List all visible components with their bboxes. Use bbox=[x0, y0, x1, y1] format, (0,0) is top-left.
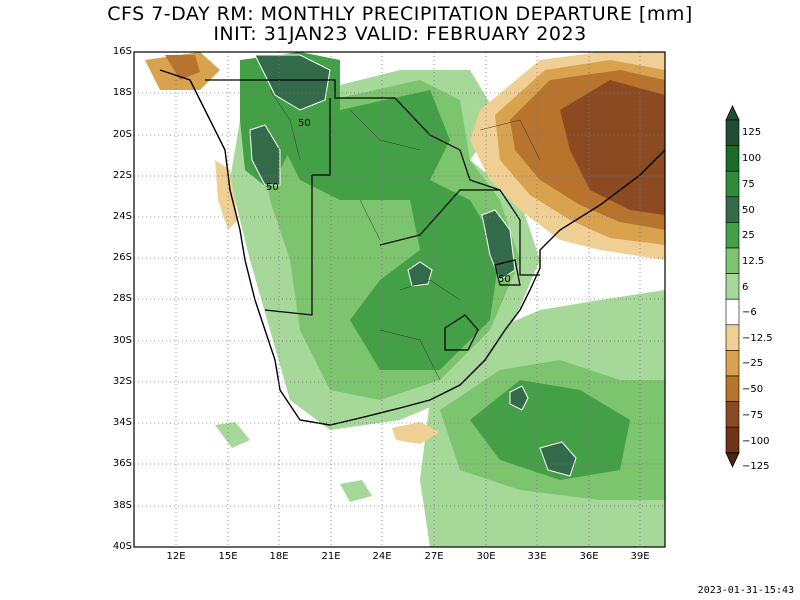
chart-subtitle: INIT: 31JAN23 VALID: FEBRUARY 2023 bbox=[213, 23, 587, 45]
lon-tick-label: 36E bbox=[579, 551, 599, 562]
colorbar-label: −100 bbox=[742, 436, 770, 447]
lat-tick-label: 22S bbox=[112, 170, 132, 181]
dry-region-west-coast bbox=[215, 160, 238, 230]
lon-tick-label: 30E bbox=[476, 551, 496, 562]
contour-label: 50 bbox=[266, 182, 279, 193]
lat-tick-label: 24S bbox=[112, 211, 132, 222]
colorbar-label: 25 bbox=[742, 230, 755, 241]
lon-tick-label: 12E bbox=[166, 551, 186, 562]
dry-region-northeast-core bbox=[560, 80, 665, 215]
colorbar-label: 100 bbox=[742, 153, 762, 164]
colorbar-label: −50 bbox=[742, 384, 764, 395]
colorbar-label: −75 bbox=[742, 410, 764, 421]
lon-tick-label: 24E bbox=[372, 551, 392, 562]
colorbar-label: 6 bbox=[742, 282, 749, 293]
wet-region-interior-core bbox=[280, 90, 500, 370]
colorbar-bottom-arrow bbox=[725, 452, 740, 468]
colorbar-swatch bbox=[725, 247, 740, 274]
timestamp: 2023-01-31-15:43 bbox=[697, 585, 794, 596]
colorbar-swatch bbox=[725, 324, 740, 351]
province-borders bbox=[269, 89, 541, 381]
contour-label: 50 bbox=[498, 274, 511, 285]
lon-tick-label: 15E bbox=[218, 551, 238, 562]
lon-tick-label: 33E bbox=[527, 551, 547, 562]
lat-tick-label: 36S bbox=[112, 458, 132, 469]
coastline bbox=[159, 69, 665, 426]
wet-patch-southwest bbox=[215, 422, 250, 448]
lat-tick-label: 40S bbox=[112, 541, 132, 552]
dry-region-south-coast bbox=[392, 422, 440, 444]
lat-tick-label: 32S bbox=[112, 376, 132, 387]
lat-tick-label: 38S bbox=[112, 500, 132, 511]
lat-tick-label: 28S bbox=[112, 293, 132, 304]
colorbar-swatch bbox=[725, 170, 740, 198]
colorbar-swatch bbox=[725, 426, 740, 454]
colorbar-top-arrow bbox=[725, 105, 740, 121]
lat-tick-label: 34S bbox=[112, 417, 132, 428]
colorbar-label: 12.5 bbox=[742, 256, 765, 267]
colorbar-label: 50 bbox=[742, 205, 755, 216]
colorbar bbox=[725, 105, 740, 468]
colorbar-label: 75 bbox=[742, 179, 755, 190]
heavy-wet-blob-highveld bbox=[407, 261, 433, 287]
lat-tick-label: 16S bbox=[112, 46, 132, 57]
colorbar-swatch bbox=[725, 145, 740, 172]
chart-title: CFS 7-DAY RM: MONTHLY PRECIPITATION DEPA… bbox=[107, 3, 693, 25]
country-borders bbox=[205, 79, 540, 351]
colorbar-label: −12.5 bbox=[742, 333, 773, 344]
colorbar-swatch bbox=[725, 375, 740, 402]
colorbar-swatch bbox=[725, 196, 740, 223]
colorbar-swatch bbox=[725, 119, 740, 146]
colorbar-label: −25 bbox=[742, 358, 764, 369]
colorbar-label: −125 bbox=[742, 461, 770, 472]
colorbar-swatch bbox=[725, 350, 740, 377]
colorbar-swatch bbox=[725, 222, 740, 249]
heavy-wet-blob-namibia-north bbox=[254, 54, 331, 111]
heavy-wet-blob-ocean-south bbox=[539, 441, 577, 477]
gridlines bbox=[134, 52, 665, 547]
colorbar-swatch bbox=[725, 273, 740, 300]
lat-tick-label: 20S bbox=[112, 129, 132, 140]
lat-tick-label: 26S bbox=[112, 252, 132, 263]
wet-region-ocean-core bbox=[470, 380, 630, 480]
heavy-wet-blob-namibia-west bbox=[249, 124, 281, 186]
colorbar-label: −6 bbox=[742, 307, 757, 318]
contour-label: 50 bbox=[298, 118, 311, 129]
lon-tick-label: 21E bbox=[321, 551, 341, 562]
lon-tick-label: 27E bbox=[424, 551, 444, 562]
lon-tick-label: 18E bbox=[269, 551, 289, 562]
heavy-wet-blob-ocean-east bbox=[509, 385, 529, 411]
wet-patch-south-ocean bbox=[340, 480, 372, 502]
dry-region-northwest-inner bbox=[165, 55, 200, 80]
lat-tick-label: 18S bbox=[112, 87, 132, 98]
lon-tick-label: 39E bbox=[630, 551, 650, 562]
plot-frame bbox=[133, 51, 666, 548]
colorbar-swatch bbox=[725, 298, 740, 326]
colorbar-label: 125 bbox=[742, 127, 762, 138]
colorbar-swatch bbox=[725, 401, 740, 428]
lat-tick-label: 30S bbox=[112, 335, 132, 346]
